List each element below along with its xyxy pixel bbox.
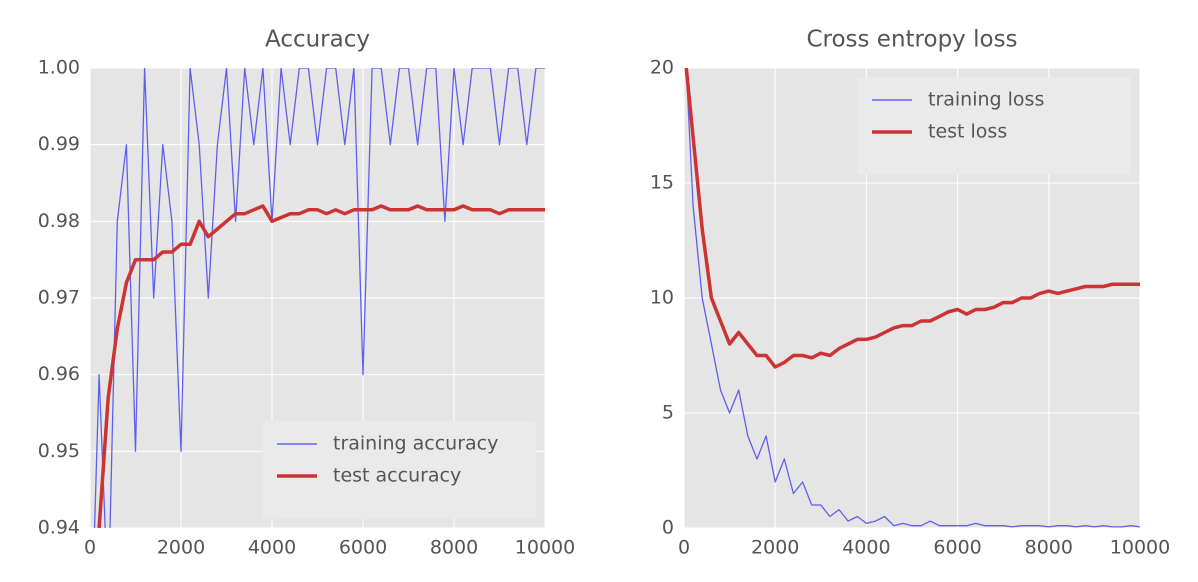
y-tick-label: 20	[650, 57, 674, 79]
legend-box	[262, 421, 536, 519]
x-tick-label: 10000	[515, 537, 575, 559]
y-tick-label: 15	[650, 172, 674, 194]
series-line	[685, 68, 1140, 528]
y-tick-label: 5	[662, 402, 674, 424]
legend-box	[857, 77, 1131, 175]
chart-title: Cross entropy loss	[806, 27, 1017, 53]
chart-title: Accuracy	[265, 27, 370, 53]
x-tick-label: 6000	[933, 537, 981, 559]
plot-lines	[684, 68, 1140, 528]
y-tick-label: 0.98	[38, 210, 80, 232]
legend-label: test accuracy	[333, 465, 461, 487]
x-tick-label: 4000	[248, 537, 296, 559]
legend-label: training loss	[928, 89, 1044, 111]
series-line	[684, 68, 1140, 369]
y-tick-label: 0	[662, 517, 674, 539]
series-line	[97, 204, 545, 528]
y-tick-label: 0.95	[38, 440, 80, 462]
x-tick-label: 0	[84, 537, 96, 559]
y-tick-label: 0.97	[38, 287, 80, 309]
y-tick-label: 0.99	[38, 133, 80, 155]
x-tick-label: 8000	[430, 537, 478, 559]
series-line	[93, 68, 545, 528]
x-tick-label: 2000	[751, 537, 799, 559]
x-tick-label: 10000	[1110, 537, 1170, 559]
x-tick-label: 0	[678, 537, 690, 559]
y-tick-label: 10	[650, 287, 674, 309]
plot-lines	[93, 68, 545, 528]
legend-label: test loss	[928, 121, 1007, 143]
y-tick-label: 1.00	[38, 57, 80, 79]
x-tick-label: 8000	[1025, 537, 1073, 559]
y-tick-label: 0.96	[38, 363, 80, 385]
x-tick-label: 6000	[339, 537, 387, 559]
x-tick-label: 2000	[157, 537, 205, 559]
legend-label: training accuracy	[333, 433, 498, 455]
x-tick-label: 4000	[842, 537, 890, 559]
y-tick-label: 0.94	[38, 517, 80, 539]
